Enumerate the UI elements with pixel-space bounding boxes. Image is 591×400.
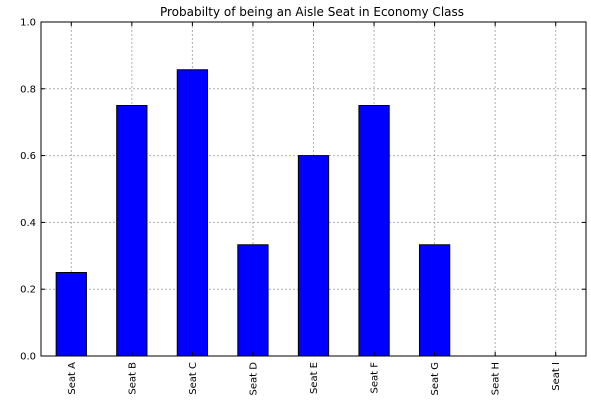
bar-seat-c — [176, 69, 209, 357]
y-tick-label: 0.6 — [20, 151, 36, 162]
y-tick-label: 1.0 — [20, 18, 36, 29]
bar-seat-a — [55, 272, 87, 357]
y-tick-label: 0.4 — [20, 218, 36, 229]
x-tick-label: Seat F — [370, 362, 381, 394]
x-tick-label: Seat H — [491, 362, 502, 395]
x-tick-label: Seat E — [309, 362, 320, 394]
y-tick-label: 0.8 — [20, 84, 36, 95]
bar-seat-d — [237, 244, 269, 357]
bar-seat-f — [358, 105, 390, 357]
x-tick-label: Seat B — [127, 362, 138, 395]
x-tick-label: Seat G — [430, 362, 441, 395]
x-tick-label: Seat A — [67, 362, 78, 395]
y-tick-label: 0.0 — [20, 352, 36, 363]
x-tick-label: Seat D — [248, 362, 259, 396]
chart-title: Probabilty of being an Aisle Seat in Eco… — [160, 5, 464, 19]
bar-seat-e — [297, 155, 330, 357]
tick-marks — [41, 21, 586, 357]
bar-seat-g — [418, 244, 451, 357]
x-tick-label: Seat C — [188, 362, 199, 395]
x-axis-tick-labels: Seat A Seat B Seat C Seat D Seat E Seat F Seat… — [67, 362, 562, 396]
bar-seat-b — [116, 105, 148, 357]
y-axis-tick-labels: 0.0 0.2 0.4 0.6 0.8 1.0 — [20, 18, 36, 363]
y-tick-label: 0.2 — [20, 285, 36, 296]
x-tick-label: Seat I — [551, 362, 562, 391]
bars — [55, 69, 451, 357]
